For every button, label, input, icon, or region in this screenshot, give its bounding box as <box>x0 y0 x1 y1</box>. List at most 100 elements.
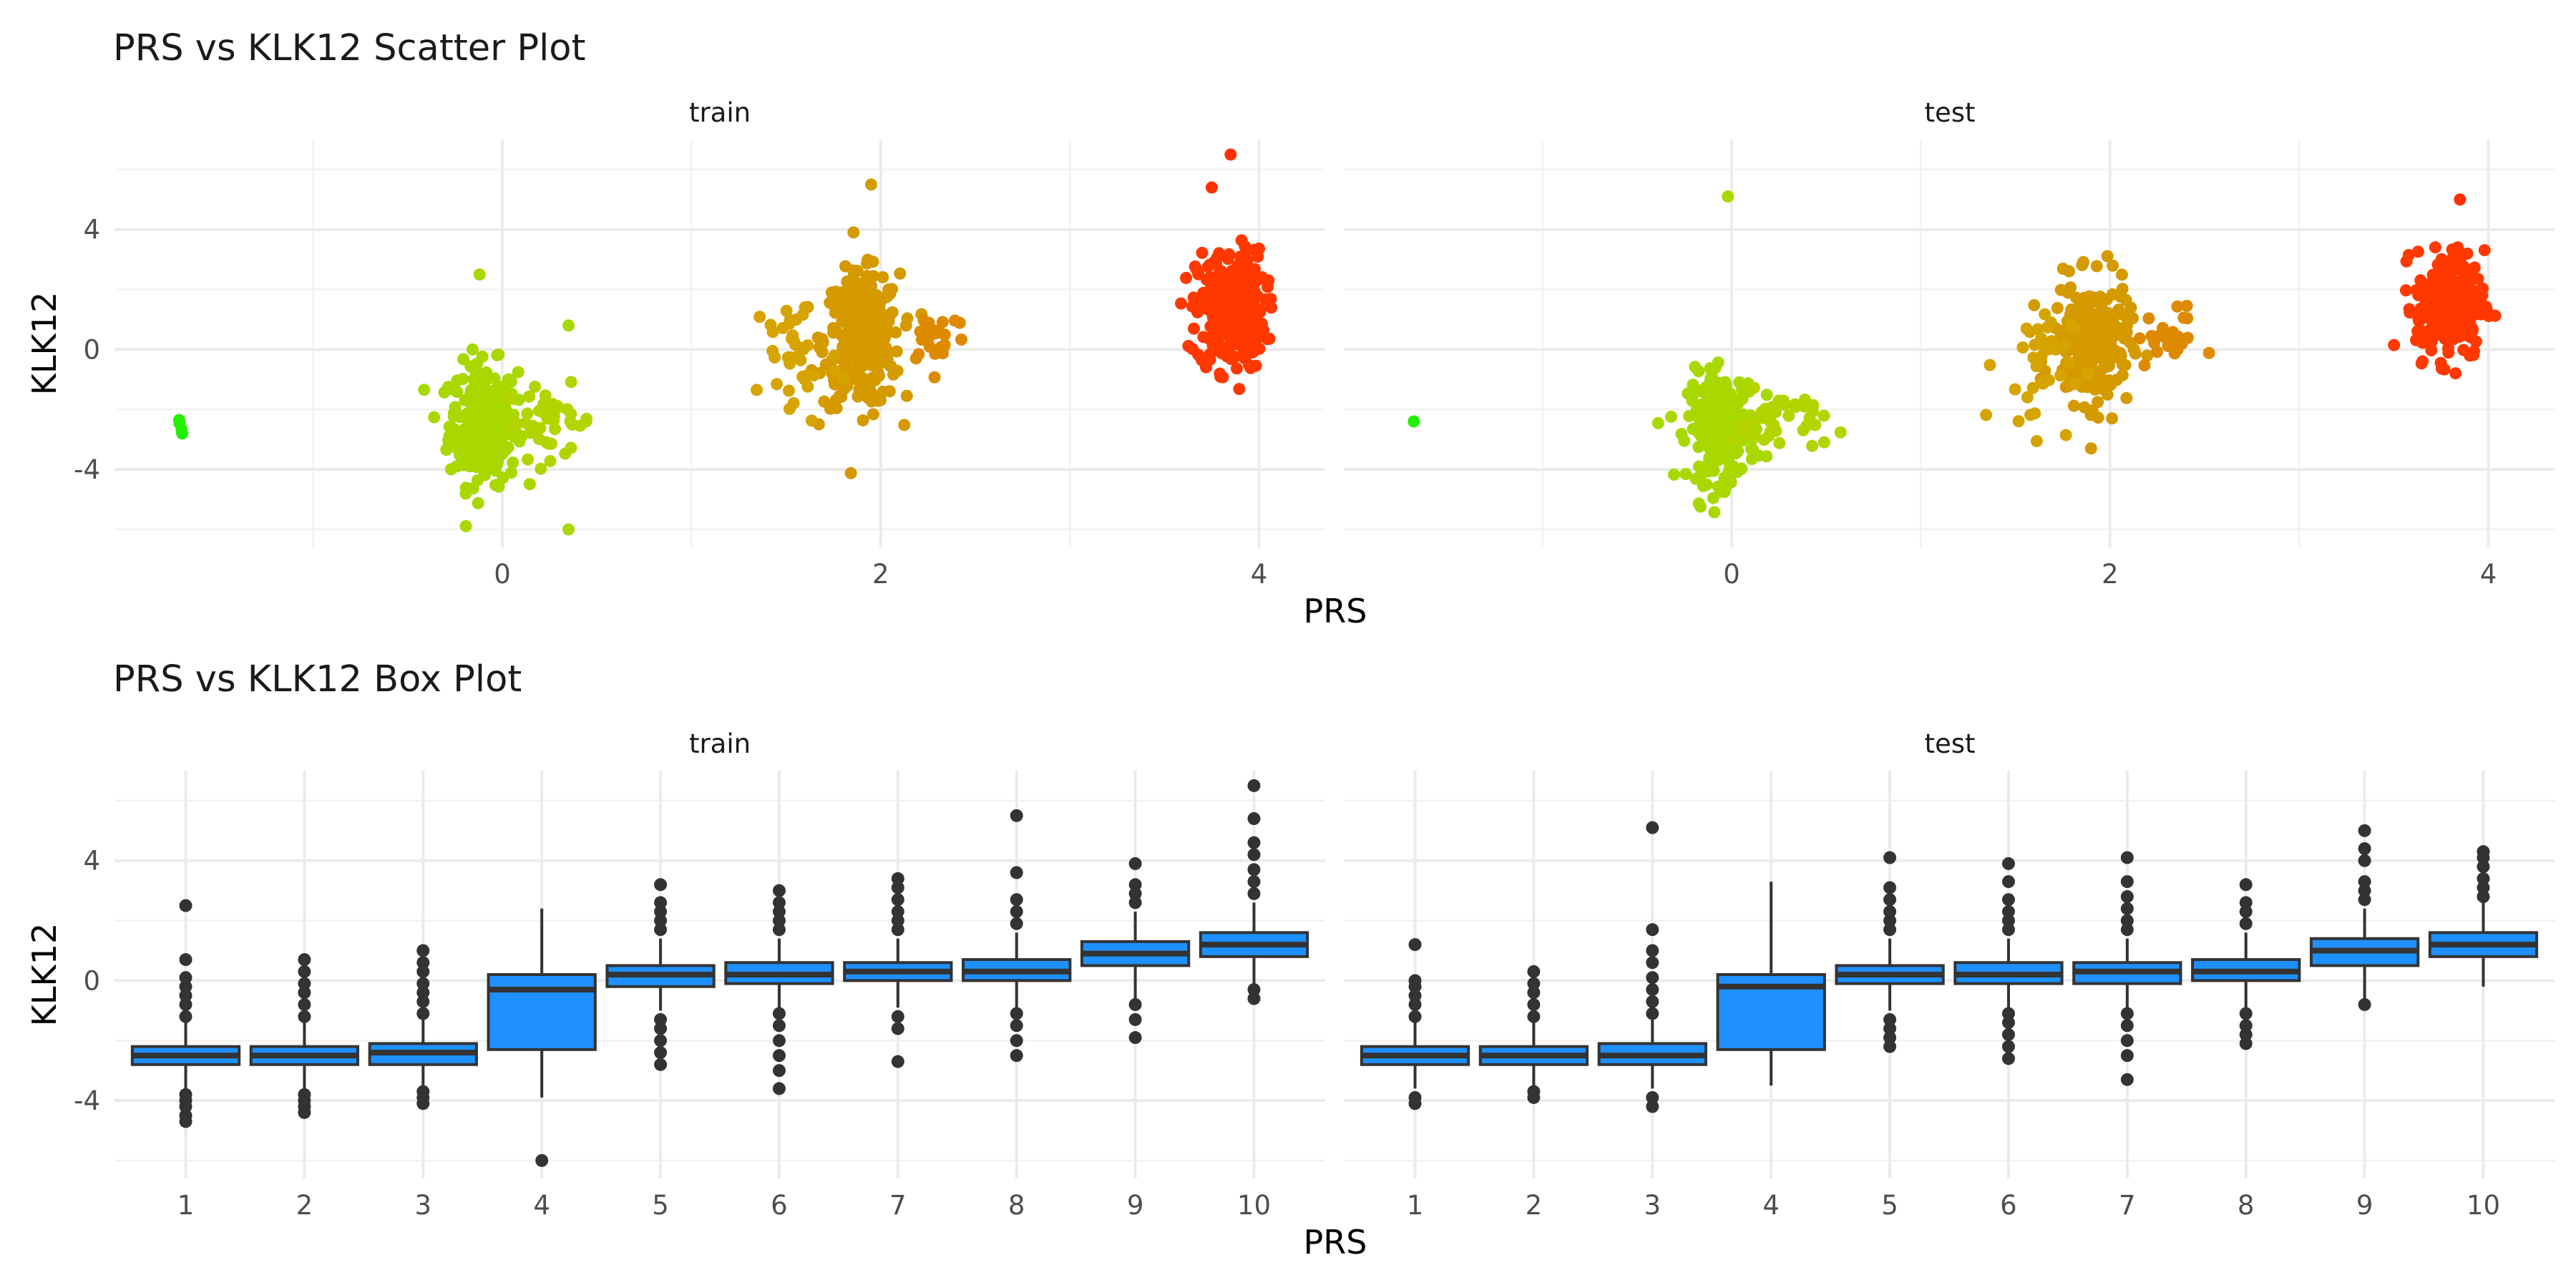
scatter-point <box>2414 274 2427 287</box>
box-outlier <box>654 878 668 892</box>
box-outlier <box>298 986 311 1000</box>
box-outlier <box>1883 1031 1897 1045</box>
scatter-point <box>2039 343 2051 356</box>
box-outlier <box>298 997 311 1011</box>
scatter-point <box>507 457 519 469</box>
scatter-point <box>849 343 862 356</box>
box-outlier <box>1010 809 1023 822</box>
scatter-point <box>1807 399 1820 411</box>
box-1 <box>130 899 241 1128</box>
scatter-point <box>2181 312 2194 325</box>
scatter-point <box>1187 322 1200 335</box>
box-outlier <box>2239 1007 2253 1020</box>
scatter-point <box>1727 460 1740 473</box>
scatter-point <box>936 316 949 328</box>
scatter-point <box>1231 262 1244 275</box>
box-outlier <box>179 1088 192 1101</box>
box-outlier <box>2477 872 2490 885</box>
x-tick-label: 0 <box>1723 559 1740 590</box>
box-outlier <box>2477 881 2490 894</box>
scatter-point <box>1234 288 1247 301</box>
box-outlier <box>1247 982 1261 996</box>
box-facet-train-boxes <box>130 779 1309 1167</box>
box-outlier <box>1010 893 1023 907</box>
box-outlier <box>891 1055 904 1068</box>
box-outlier <box>772 914 786 927</box>
scatter-point <box>2110 374 2123 386</box>
box-outlier <box>1646 956 1659 970</box>
box-outlier <box>1247 875 1261 889</box>
scatter-point <box>1755 406 1768 419</box>
box-outlier <box>1010 1034 1023 1048</box>
scatter-point <box>886 306 899 318</box>
scatter-point <box>872 394 884 407</box>
scatter-point <box>2082 367 2095 380</box>
box-outlier <box>2358 884 2371 897</box>
scatter-point <box>464 384 477 396</box>
scatter-point <box>2039 308 2051 321</box>
box-outlier <box>179 1010 192 1023</box>
scatter-point <box>2030 434 2043 447</box>
scatter-point <box>172 414 185 426</box>
scatter-point <box>1254 306 1267 318</box>
scatter-point <box>1692 365 1705 378</box>
x-tick-label: 5 <box>1881 1190 1898 1221</box>
scatter-facet-train-x-tick-labels: 0 2 4 <box>494 559 1267 590</box>
scatter-facet-train: train 0 2 4 <box>114 97 1325 590</box>
box-outlier <box>2120 1019 2134 1033</box>
box-outlier <box>654 1022 668 1035</box>
scatter-point <box>1782 409 1795 422</box>
scatter-point <box>504 392 517 405</box>
box-10 <box>2428 845 2539 987</box>
scatter-point <box>1210 258 1223 270</box>
scatter-point <box>1667 468 1680 481</box>
scatter-point <box>915 333 928 346</box>
scatter-point <box>830 401 843 414</box>
scatter-point <box>2454 313 2467 326</box>
box-outlier <box>1646 1007 1659 1020</box>
scatter-point <box>912 348 925 361</box>
box-outlier <box>772 1064 786 1078</box>
box-outlier <box>2001 893 2015 907</box>
box-outlier <box>2120 851 2134 864</box>
scatter-point <box>1747 381 1760 394</box>
scatter-point <box>534 421 547 434</box>
scatter-point <box>496 425 509 438</box>
scatter-point <box>502 374 514 386</box>
y-tick-label: 0 <box>83 965 100 996</box>
x-tick-label: 8 <box>1008 1190 1025 1221</box>
box-outlier <box>2001 1016 2015 1030</box>
box-3 <box>1597 821 1707 1113</box>
box-outlier <box>2239 1019 2253 1033</box>
scatter-point <box>2429 241 2441 254</box>
scatter-point <box>2477 282 2489 295</box>
scatter-point <box>2127 312 2140 325</box>
scatter-point <box>464 395 477 408</box>
scatter-point <box>2446 301 2459 314</box>
scatter-point <box>2120 391 2133 404</box>
scatter-point <box>2065 318 2078 331</box>
box-outlier <box>1408 974 1422 987</box>
scatter-point <box>801 339 814 352</box>
box-6 <box>1953 857 2064 1065</box>
scatter-point <box>938 328 951 341</box>
scatter-point <box>891 364 904 377</box>
box-outlier <box>179 899 192 912</box>
scatter-point <box>829 378 841 391</box>
box-outlier <box>2120 1049 2134 1063</box>
box-outlier <box>772 1049 786 1063</box>
scatter-point <box>2094 331 2107 344</box>
scatter-point <box>877 385 889 398</box>
scatter-point <box>523 478 536 491</box>
box-outlier <box>1128 896 1142 909</box>
x-tick-label: 4 <box>1762 1190 1780 1221</box>
scatter-point <box>1407 415 1420 428</box>
scatter-point <box>2009 383 2021 396</box>
x-tick-label: 2 <box>2102 559 2119 590</box>
scatter-point <box>847 226 860 239</box>
scatter-point <box>2030 360 2043 373</box>
scatter-point <box>1175 297 1188 310</box>
box-outlier <box>1527 965 1541 978</box>
box-8 <box>962 809 1072 1063</box>
